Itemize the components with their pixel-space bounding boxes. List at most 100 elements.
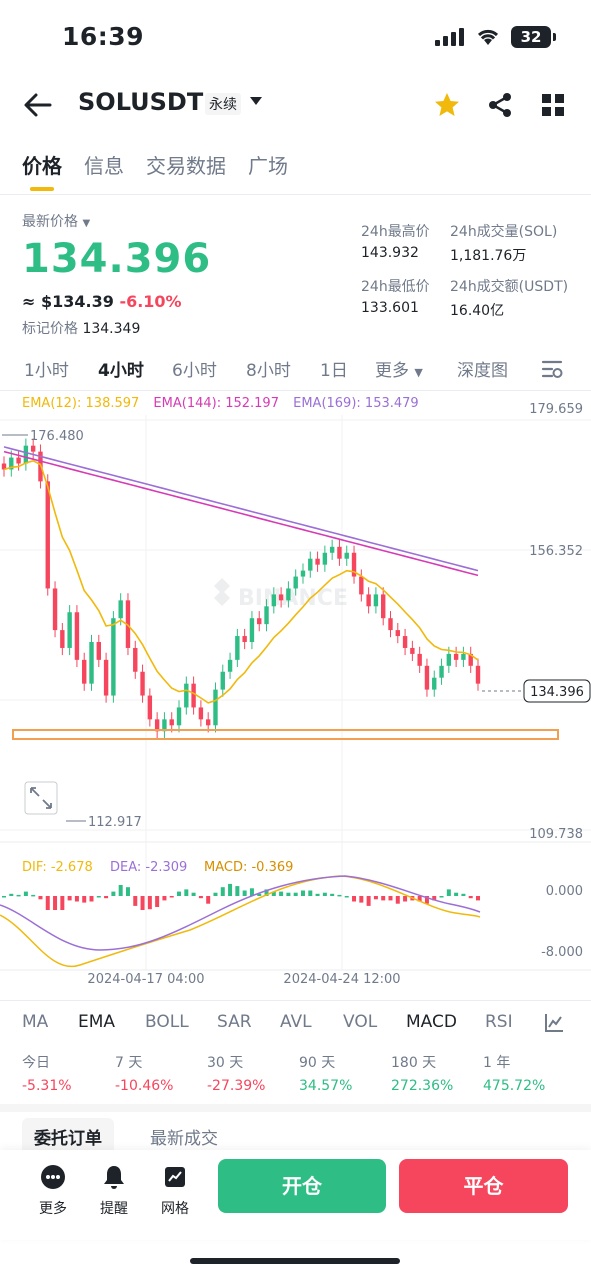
candle-body xyxy=(271,594,277,607)
macd-bar xyxy=(337,894,342,897)
last-price-label[interactable]: 最新价格 ▼ xyxy=(22,211,90,231)
macd-bar xyxy=(155,896,160,907)
indicator-ema[interactable]: EMA xyxy=(78,1012,116,1032)
grid-trading-button[interactable]: 网格 xyxy=(151,1164,199,1218)
chart-top-divider xyxy=(0,390,591,391)
candle-body xyxy=(60,630,65,648)
timeframe-6h[interactable]: 6小时 xyxy=(172,361,217,381)
candle-body xyxy=(388,618,393,631)
macd-bar xyxy=(242,890,247,896)
ema169-label: EMA(169): 153.479 xyxy=(293,396,419,411)
macd-bar xyxy=(96,896,101,898)
indicator-vol[interactable]: VOL xyxy=(343,1012,378,1032)
macd-bar xyxy=(476,896,480,901)
ema144-line xyxy=(3,450,479,577)
tab-price[interactable]: 价格 xyxy=(22,150,62,191)
chart-settings-icon[interactable] xyxy=(540,357,564,381)
candle-body xyxy=(468,653,473,666)
volume-label: 24h成交量(SOL) xyxy=(450,224,558,240)
alert-button[interactable]: 提醒 xyxy=(90,1164,138,1218)
depth-chart-tab[interactable]: 深度图 xyxy=(457,361,508,381)
indicator-ma[interactable]: MA xyxy=(22,1012,49,1032)
contract-type-tag[interactable]: 永续 xyxy=(205,93,241,115)
symbol-title[interactable]: SOLUSDT xyxy=(78,88,204,116)
macd-bar xyxy=(220,887,225,896)
tab-recent-trades[interactable]: 最新成交 xyxy=(150,1129,218,1149)
back-arrow-icon[interactable] xyxy=(22,90,54,120)
timeframe-4h[interactable]: 4小时 xyxy=(98,361,144,381)
macd-y-tick-neg: -8.000 xyxy=(541,945,583,960)
high-value: 143.932 xyxy=(361,245,419,261)
macd-bar xyxy=(235,886,240,896)
perf-1y: 1 年 475.72% xyxy=(483,1052,545,1094)
macd-bar xyxy=(162,896,167,901)
timeframe-1h[interactable]: 1小时 xyxy=(24,361,69,381)
more-button[interactable]: 更多 xyxy=(29,1164,77,1218)
watermark: BINANCE xyxy=(214,578,348,611)
candle-body xyxy=(184,683,189,708)
indicator-macd[interactable]: MACD xyxy=(406,1012,457,1032)
ema12-label: EMA(12): 138.597 xyxy=(22,396,140,411)
perf-label: 90 天 xyxy=(299,1055,336,1071)
perf-90d: 90 天 34.57% xyxy=(299,1052,352,1094)
macd-bar xyxy=(89,896,94,902)
macd-bar xyxy=(31,894,36,897)
status-icons: 32 xyxy=(435,26,556,48)
home-indicator xyxy=(190,1258,400,1264)
price-chart[interactable]: BINANCE 179.659 156.352 109.738 176.480 … xyxy=(0,390,591,1000)
timeframe-1d[interactable]: 1日 xyxy=(320,361,348,381)
indicator-avl[interactable]: AVL xyxy=(280,1012,312,1032)
tab-trading-data[interactable]: 交易数据 xyxy=(146,154,226,178)
candle-body xyxy=(74,612,80,660)
indicator-rsi[interactable]: RSI xyxy=(485,1012,513,1032)
symbol-dropdown-icon[interactable] xyxy=(250,97,262,105)
candle-body xyxy=(111,618,116,696)
tab-open-orders[interactable]: 委托订单 xyxy=(22,1118,114,1155)
candle-body xyxy=(103,659,109,696)
timeframe-more[interactable]: 更多 ▼ xyxy=(375,356,423,381)
macd-bar xyxy=(228,883,233,896)
macd-bar xyxy=(147,896,152,910)
share-icon[interactable] xyxy=(485,90,515,120)
candle-body xyxy=(176,707,182,726)
usd-approx-price: ≈ $134.39 xyxy=(22,292,114,311)
open-position-button[interactable]: 开仓 xyxy=(218,1159,386,1213)
grid-menu-icon[interactable] xyxy=(538,90,568,120)
macd-bar xyxy=(53,896,58,910)
candle-body xyxy=(453,653,459,660)
tab-info[interactable]: 信息 xyxy=(84,154,124,178)
macd-bar xyxy=(133,896,138,906)
macd-bar xyxy=(169,896,174,898)
perf-label: 180 天 xyxy=(391,1055,437,1071)
macd-bar xyxy=(2,896,6,898)
candle-body xyxy=(227,659,233,672)
perf-30d: 30 天 -27.39% xyxy=(207,1052,265,1094)
indicator-boll[interactable]: BOLL xyxy=(145,1012,189,1032)
macd-bar xyxy=(286,892,291,896)
close-position-button[interactable]: 平仓 xyxy=(399,1159,568,1213)
mark-price-row: 标记价格 134.349 xyxy=(22,318,140,338)
candle-body xyxy=(461,653,466,660)
indicator-sar[interactable]: SAR xyxy=(217,1012,252,1032)
candle-body xyxy=(439,665,444,678)
perf-180d: 180 天 272.36% xyxy=(391,1052,453,1094)
candle-body xyxy=(1,463,7,470)
last-price-dropdown-icon: ▼ xyxy=(82,218,91,229)
perf-label: 7 天 xyxy=(115,1055,143,1071)
fullscreen-button[interactable] xyxy=(24,781,58,815)
candle-body xyxy=(417,653,422,666)
timeframe-more-label: 更多 xyxy=(375,361,409,381)
indicator-settings-icon[interactable] xyxy=(543,1012,565,1034)
macd-bar xyxy=(257,893,262,896)
macd-bar xyxy=(198,896,203,899)
macd-bar xyxy=(322,892,327,896)
favorite-star-icon[interactable] xyxy=(432,90,462,120)
tab-square[interactable]: 广场 xyxy=(248,154,288,178)
timeframe-8h[interactable]: 8小时 xyxy=(246,361,291,381)
macd-bar xyxy=(125,887,130,896)
perf-value: 34.57% xyxy=(299,1078,353,1094)
ema169-line xyxy=(3,446,479,572)
candle-body xyxy=(402,636,408,648)
candle-body xyxy=(45,481,50,589)
ema144-label: EMA(144): 152.197 xyxy=(153,396,279,411)
